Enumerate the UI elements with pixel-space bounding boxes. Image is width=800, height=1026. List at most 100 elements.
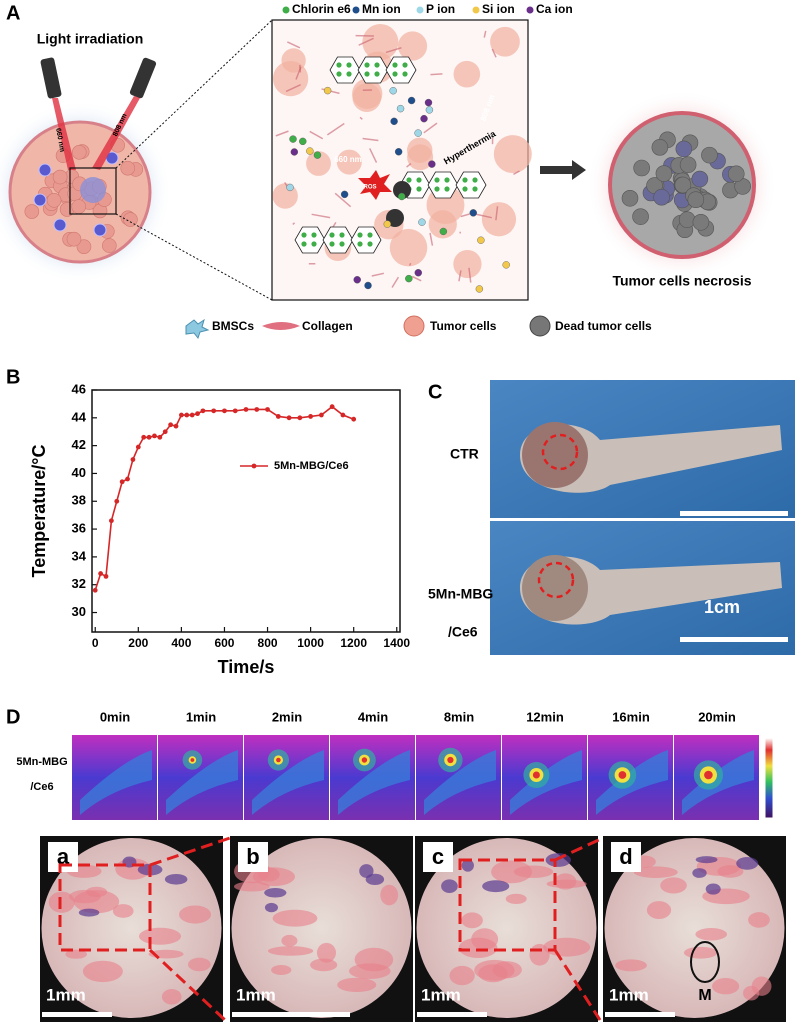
legend-marker [251, 463, 257, 469]
zoom-frame [58, 863, 152, 952]
thermal-bone [166, 750, 238, 815]
dead-cell [678, 211, 696, 228]
decoration [52, 98, 76, 170]
tumor-cell [71, 145, 87, 160]
tissue [683, 946, 718, 959]
y-axis-title: Temperature/°C [29, 445, 49, 578]
stain [264, 902, 279, 913]
ion [323, 86, 332, 95]
collagen [295, 66, 302, 80]
data-point [125, 476, 130, 482]
collagen [468, 267, 472, 283]
ce6 [402, 71, 408, 77]
legend-label: Ca ion [536, 2, 573, 16]
y-tick-label: 38 [72, 493, 86, 508]
arrow [540, 160, 586, 180]
collagen [334, 192, 352, 208]
tissue [615, 959, 647, 972]
tissue [646, 901, 672, 920]
legend-label: Chlorin e6 [292, 2, 351, 16]
tissue [82, 960, 123, 983]
ce6 [462, 177, 468, 183]
data-point [98, 571, 104, 576]
data-point [141, 434, 147, 440]
tissue [712, 978, 740, 995]
decoration [520, 424, 782, 493]
ion [313, 151, 322, 159]
scale-bar [605, 1012, 675, 1017]
collagen [391, 276, 400, 288]
legend-label: P ion [426, 2, 455, 16]
stain [359, 864, 374, 878]
hotspot [190, 758, 195, 762]
dead-cell [727, 165, 745, 183]
tissue [138, 927, 182, 945]
ion [299, 137, 307, 146]
dead-cell [653, 188, 670, 206]
decoration [522, 555, 588, 621]
ion [418, 218, 426, 226]
zoom-line [553, 949, 602, 1021]
dead-cell [621, 189, 639, 207]
dead-cell [651, 139, 669, 156]
ion [340, 190, 349, 199]
y-tick-label: 42 [72, 437, 86, 452]
thermal-bone [252, 750, 324, 815]
group-label: 5Mn-MBG [428, 586, 493, 602]
collagen [284, 182, 288, 187]
zoom-line [554, 836, 604, 862]
panel-letter: a [57, 844, 70, 869]
result-label: Tumor cells necrosis [612, 273, 751, 289]
ion [389, 87, 397, 95]
tissue [271, 965, 292, 975]
hotspot [704, 770, 713, 780]
legend-dot [472, 6, 480, 14]
panel-label: B [6, 366, 20, 388]
ce6 [406, 177, 412, 183]
ce6 [301, 241, 307, 247]
lasers [40, 57, 157, 170]
panel-label: C [428, 381, 442, 403]
x-tick-label: 800 [258, 636, 278, 650]
collagen [430, 73, 443, 76]
data-point [286, 415, 292, 421]
ce6 [444, 186, 450, 192]
data-point [340, 412, 346, 418]
collagen [369, 148, 378, 163]
dead-cell [674, 176, 692, 194]
ce6 [329, 232, 335, 238]
panel-label: D [6, 706, 20, 728]
dead-cell [691, 170, 709, 188]
ce6 [336, 62, 342, 68]
hotspot [361, 757, 368, 763]
tissue [348, 963, 391, 979]
dead-cell [632, 208, 649, 225]
stem-cell [33, 193, 47, 207]
ce6 [434, 177, 440, 183]
y-tick-label: 32 [72, 576, 86, 591]
scale-label: 1mm [609, 985, 649, 1004]
data-point [222, 408, 227, 414]
data-point [146, 434, 152, 440]
letter-box [611, 842, 641, 872]
time-label: 1min [186, 709, 216, 724]
ion [289, 135, 297, 143]
legend-dot [352, 6, 360, 14]
data-point [173, 423, 179, 429]
tumor-circle [537, 561, 575, 599]
legend-dot [416, 6, 424, 14]
cell-legend: BMSCs Collagen Tumor cells Dead tumor cells [185, 315, 652, 340]
letter-box [48, 842, 78, 872]
inset-label: ROS [363, 185, 376, 191]
ros-particle [393, 181, 411, 199]
collagen [326, 122, 345, 136]
ion [439, 227, 448, 236]
ce6 [339, 232, 345, 238]
dead-cell [633, 159, 650, 177]
tumor-icon [403, 315, 425, 337]
scale-bar [232, 1012, 350, 1017]
histology-field [604, 838, 785, 1018]
ce6 [364, 62, 370, 68]
x-tick-label: 1000 [297, 636, 324, 650]
stain [164, 873, 188, 885]
